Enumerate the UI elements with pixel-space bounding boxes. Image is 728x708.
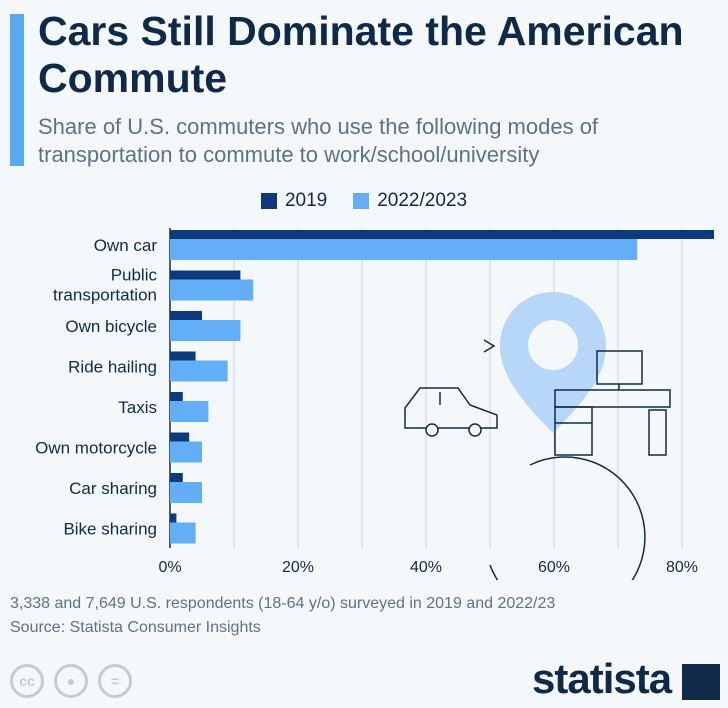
bar-2022-2023 xyxy=(170,239,638,260)
survey-note: 3,338 and 7,649 U.S. respondents (18-64 … xyxy=(10,595,556,612)
legend-swatch xyxy=(353,193,370,209)
bar-2019 xyxy=(170,270,241,280)
x-tick-label: 80% xyxy=(666,559,698,576)
category-label: Own car xyxy=(94,236,158,255)
category-label: Ride hailing xyxy=(68,358,157,377)
legend-item-2019: 2019 xyxy=(260,190,328,212)
bar-2022-2023 xyxy=(170,522,196,544)
bar-2022-2023 xyxy=(170,360,228,382)
category-label: Bike sharing xyxy=(63,520,157,539)
bar-2019 xyxy=(170,513,177,523)
nd-icon: = xyxy=(98,664,132,698)
arrow-head-icon xyxy=(483,339,496,353)
bar-2019 xyxy=(170,230,714,239)
license-icons: cc ● = xyxy=(10,664,132,698)
commute-illustration xyxy=(404,292,671,580)
bar-2022-2023 xyxy=(170,279,254,301)
category-label: Own bicycle xyxy=(65,317,157,336)
chart-subtitle: Share of U.S. commuters who use the foll… xyxy=(38,114,599,167)
x-tick-label: 60% xyxy=(538,559,570,576)
bar-2019 xyxy=(170,432,190,442)
category-label: Car sharing xyxy=(69,479,157,498)
legend-item-2022: 2022/2023 xyxy=(353,190,467,212)
legend-swatch xyxy=(260,193,277,209)
accent-bar xyxy=(10,14,24,166)
bar-2022-2023 xyxy=(170,401,209,422)
bar-2022-2023 xyxy=(170,320,241,341)
x-tick-label: 0% xyxy=(158,559,181,576)
footnote: 3,338 and 7,649 U.S. respondents (18-64 … xyxy=(10,592,555,640)
cycle-arrow-icon xyxy=(489,456,646,580)
category-label: Public transportation xyxy=(53,266,157,305)
category-label: Taxis xyxy=(118,398,157,417)
x-tick-label: 20% xyxy=(282,559,314,576)
bar-chart: 0% 20% 40% 60% 80% Own car Public transportatio… xyxy=(35,228,714,580)
legend: 2019 2022/2023 xyxy=(0,190,728,212)
desk-computer-icon xyxy=(554,350,671,456)
cc-icon: cc xyxy=(10,664,44,698)
bar-2019 xyxy=(170,351,196,361)
bar-2019 xyxy=(170,392,183,401)
category-label: Own motorcycle xyxy=(35,439,157,458)
x-tick-label: 40% xyxy=(410,559,442,576)
source: Source: Statista Consumer Insights xyxy=(10,619,261,636)
by-icon: ● xyxy=(54,664,88,698)
legend-label: 2019 xyxy=(284,190,328,211)
car-icon xyxy=(404,387,498,437)
bar-2022-2023 xyxy=(170,441,202,463)
bar-2022-2023 xyxy=(170,482,202,503)
chart-title: Cars Still Dominate the American Commute xyxy=(38,8,684,101)
bar-2019 xyxy=(170,473,183,482)
statista-logo-mark xyxy=(682,664,720,700)
legend-label: 2022/2023 xyxy=(377,190,468,211)
statista-logo: statista xyxy=(532,655,672,702)
bar-2019 xyxy=(170,311,202,320)
